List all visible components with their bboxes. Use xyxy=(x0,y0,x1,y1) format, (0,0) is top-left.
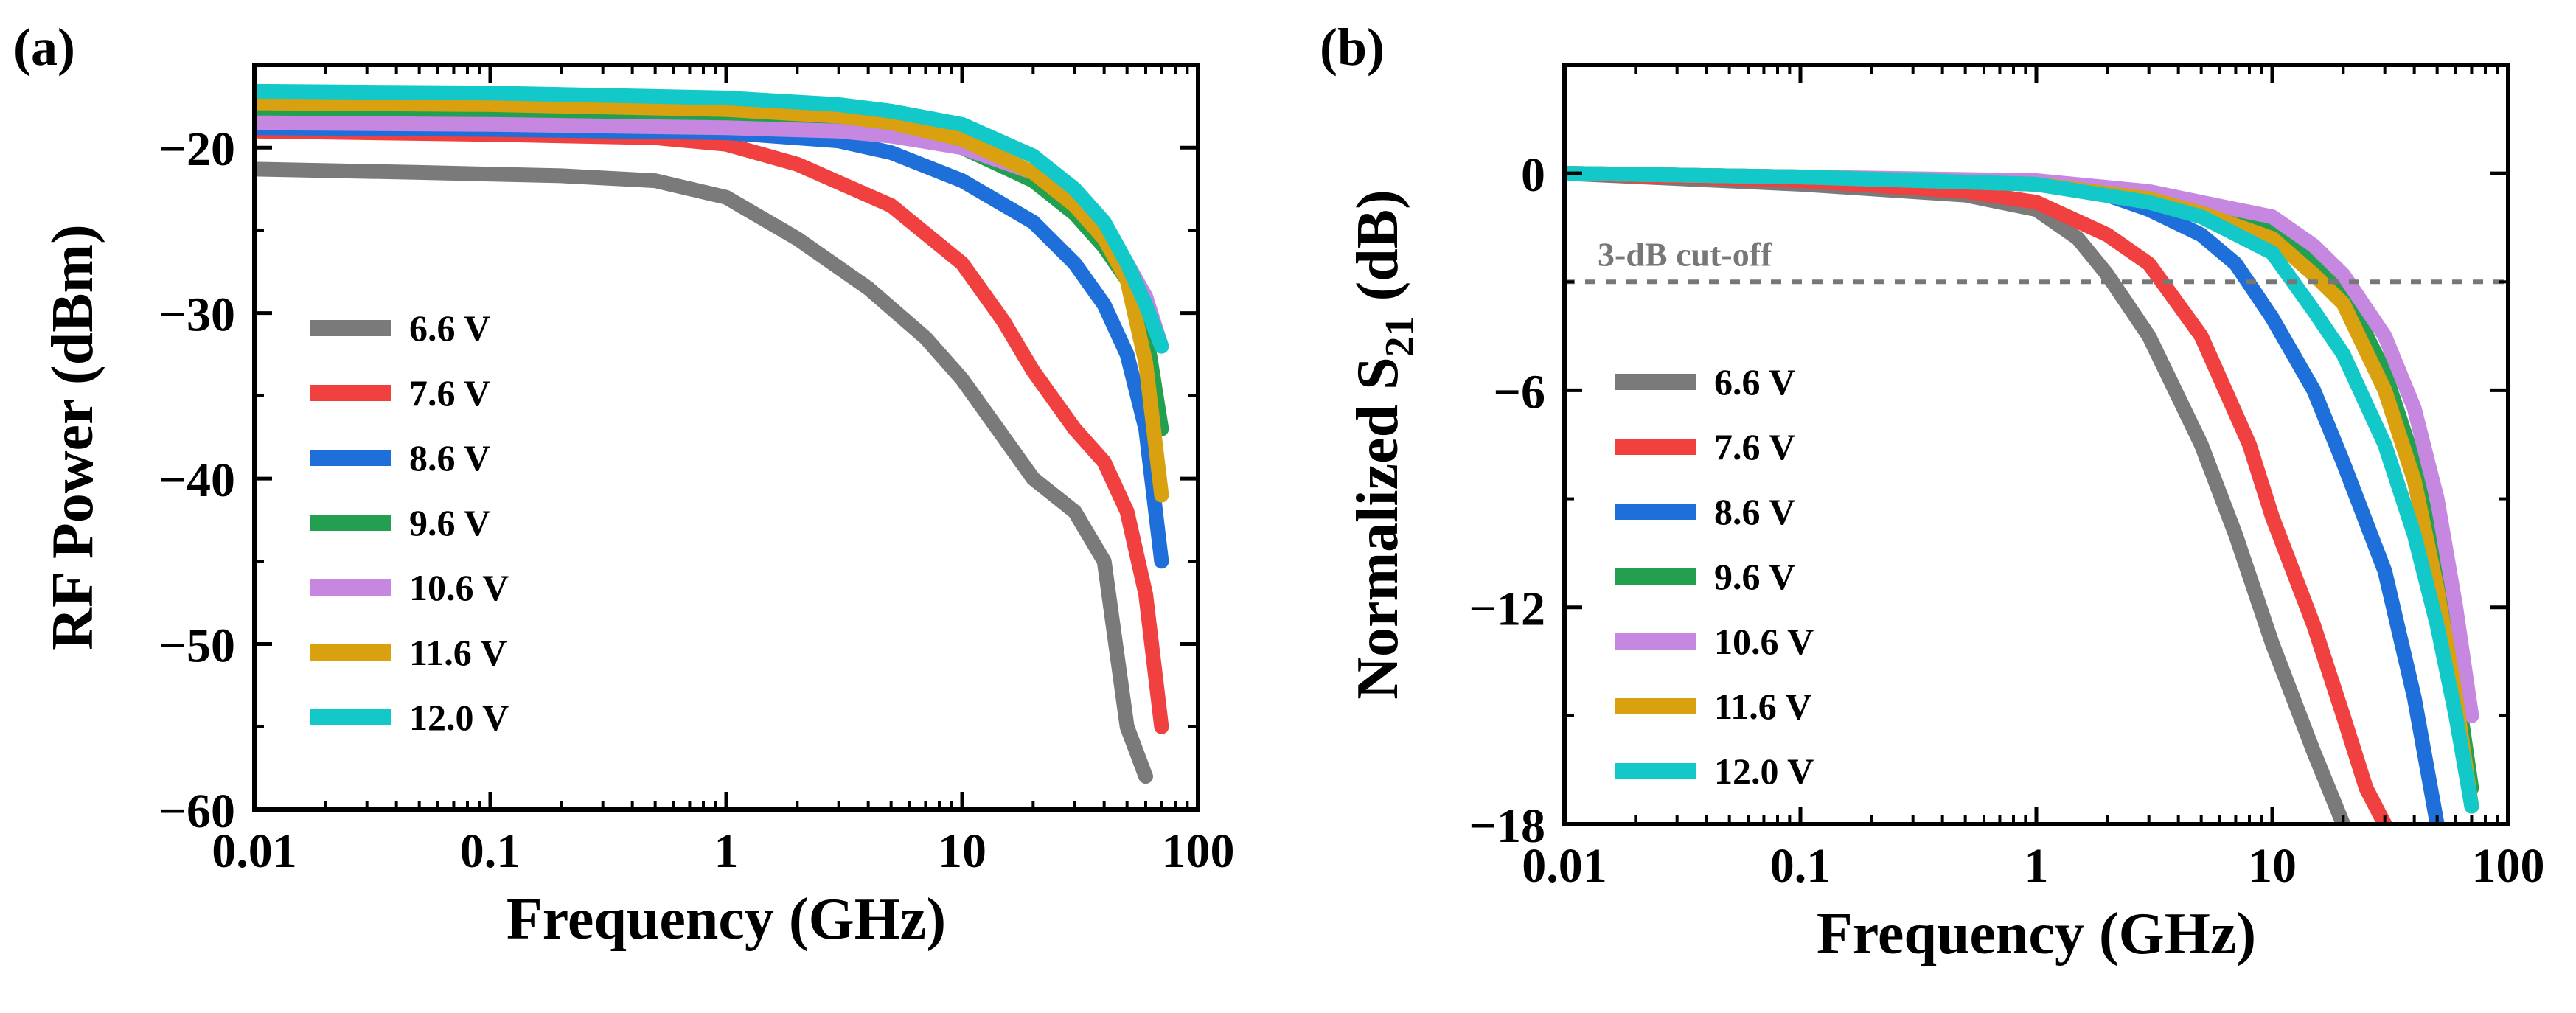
series-group xyxy=(1564,166,2479,824)
series-line-12-0-V xyxy=(254,83,1169,354)
legend-label: 8.6 V xyxy=(1714,491,1795,532)
x-axis-title: Frequency (GHz) xyxy=(1817,902,2256,967)
x-tick-label: 1 xyxy=(714,824,739,878)
series-line-7-6-V xyxy=(1564,166,2392,824)
cutoff-label: 3-dB cut-off xyxy=(1598,235,1772,273)
legend-label: 10.6 V xyxy=(409,567,509,608)
y-axis-title: RF Power (dBm) xyxy=(41,224,105,650)
x-tick-label: 100 xyxy=(1162,824,1235,878)
x-tick-label: 0.1 xyxy=(460,824,521,878)
y-tick-label: −20 xyxy=(159,122,235,176)
y-axis-title: Normalized S21 (dB) xyxy=(1346,189,1423,700)
y-tick-label: −6 xyxy=(1493,365,1545,419)
x-tick-label: 0.1 xyxy=(1770,839,1831,893)
series-group xyxy=(254,83,1169,784)
legend: 6.6 V 7.6 V 8.6 V 9.6 V 10.6 V 11.6 V 12.0 V xyxy=(310,307,509,738)
legend-label: 7.6 V xyxy=(409,372,490,414)
legend-label: 6.6 V xyxy=(1714,361,1795,403)
y-tick-label: −50 xyxy=(159,619,235,673)
series-line-11-6-V xyxy=(254,95,1169,503)
legend-label: 8.6 V xyxy=(409,437,490,478)
x-tick-label: 0.01 xyxy=(1522,839,1607,893)
y-tick-label: −60 xyxy=(159,784,235,838)
panel-label: (a) xyxy=(13,18,75,77)
y-axis-title-subscript: 21 xyxy=(1377,316,1423,357)
series-line-12-0-V xyxy=(1564,166,2479,814)
x-axis-title: Frequency (GHz) xyxy=(507,887,946,952)
legend: 6.6 V 7.6 V 8.6 V 9.6 V 10.6 V 11.6 V 12.0 V xyxy=(1615,361,1814,792)
legend-label: 9.6 V xyxy=(409,502,490,543)
legend-label: 11.6 V xyxy=(409,632,507,673)
panel-b: 3-dB cut-off 0.01 0.1 1 10 100 0 −6 −12 −18 Freque… xyxy=(1320,18,2545,967)
legend-label: 12.0 V xyxy=(1714,751,1814,792)
x-tick-label: 1 xyxy=(2025,839,2049,893)
y-tick-label: −18 xyxy=(1469,799,1545,853)
legend-label: 11.6 V xyxy=(1714,686,1811,727)
y-axis-title-main: RF Power (dBm) xyxy=(41,224,105,650)
panel-label: (b) xyxy=(1320,18,1385,77)
y-tick-label: 0 xyxy=(1521,148,1545,202)
y-tick-label: −30 xyxy=(159,288,235,342)
x-tick-label: 10 xyxy=(938,824,986,878)
legend-label: 6.6 V xyxy=(409,307,490,349)
legend-label: 10.6 V xyxy=(1714,621,1814,662)
y-axis-title-suffix: (dB) xyxy=(1346,189,1410,316)
legend-label: 7.6 V xyxy=(1714,426,1795,467)
x-tick-label: 100 xyxy=(2472,839,2545,893)
x-tick-label: 10 xyxy=(2248,839,2297,893)
x-tick-label: 0.01 xyxy=(212,824,297,878)
legend-label: 12.0 V xyxy=(409,697,509,738)
y-axis-title-main: Normalized S xyxy=(1346,357,1410,699)
y-tick-label: −12 xyxy=(1469,582,1545,636)
y-tick-label: −40 xyxy=(159,453,235,507)
legend-label: 9.6 V xyxy=(1714,556,1795,597)
series-line-6-6-V xyxy=(254,161,1153,784)
panel-a: 0.01 0.1 1 10 100 −20 −30 −40 −50 −60 Frequency (G… xyxy=(13,18,1235,952)
